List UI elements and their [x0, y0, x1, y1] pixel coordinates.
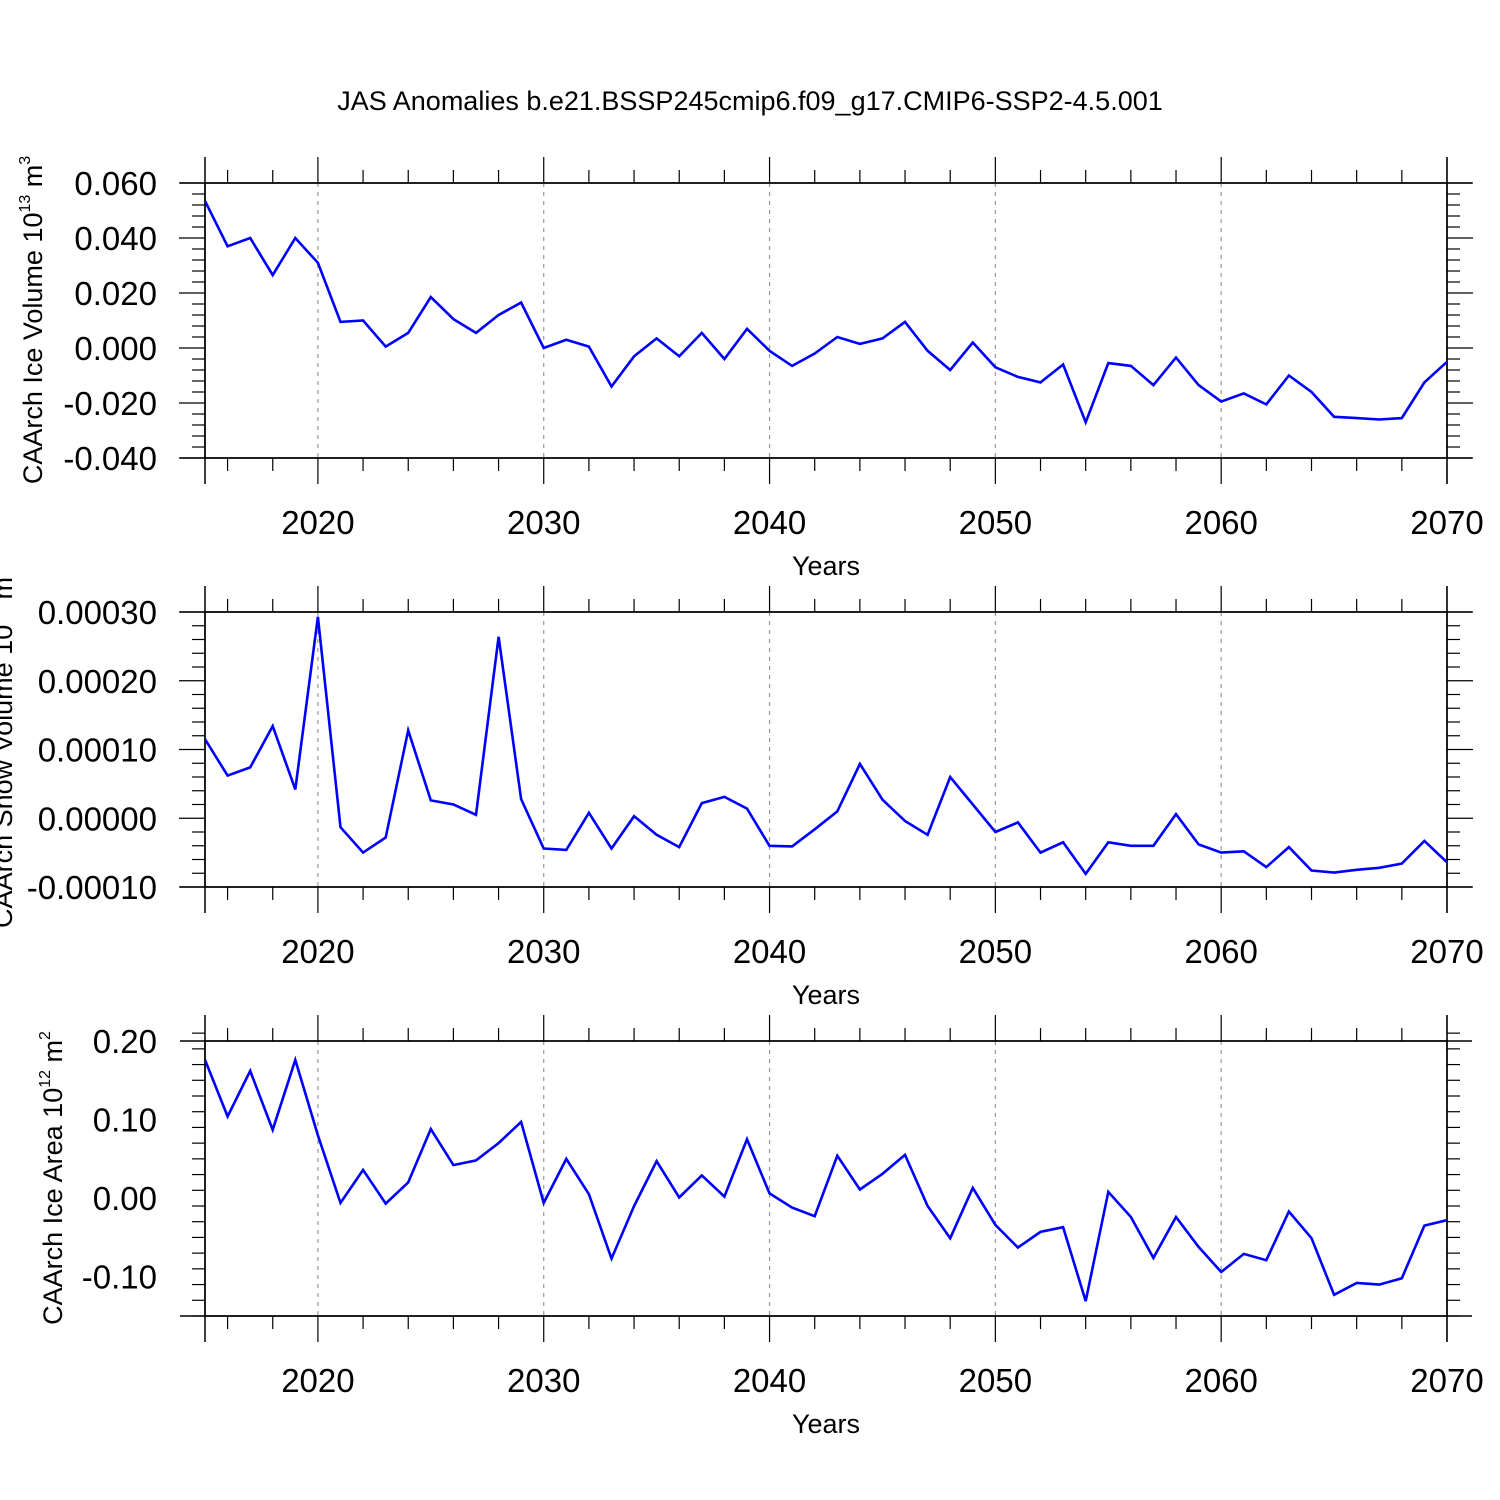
y-tick-label: 0.00030: [38, 594, 157, 631]
series-line: [205, 200, 1447, 426]
y-axis-title: CAArch Snow Volume 1013 m3: [0, 568, 18, 928]
x-axis-title: Years: [792, 551, 860, 581]
y-tick-label: 0.00010: [38, 732, 157, 769]
x-tick-label: 2040: [733, 504, 806, 541]
y-axis-title: CAArch Ice Area 1012 m2: [37, 1031, 68, 1325]
x-tick-label: 2070: [1410, 933, 1483, 970]
x-axis-title: Years: [792, 980, 860, 1010]
x-tick-label: 2040: [733, 933, 806, 970]
x-tick-label: 2030: [507, 933, 580, 970]
x-tick-label: 2070: [1410, 1362, 1483, 1399]
x-tick-label: 2020: [281, 933, 354, 970]
y-tick-label: -0.040: [63, 440, 157, 477]
y-tick-label: -0.00010: [27, 869, 157, 906]
y-tick-label: 0.10: [93, 1102, 157, 1139]
x-tick-label: 2060: [1184, 504, 1257, 541]
x-tick-label: 2060: [1184, 933, 1257, 970]
panel-2: -0.00010 0.00000 0.00010 0.00020 0.00030 2020…: [0, 568, 1484, 1010]
x-tick-label: 2040: [733, 1362, 806, 1399]
series-line: [205, 616, 1447, 877]
chart-title: JAS Anomalies b.e21.BSSP245cmip6.f09_g17…: [337, 86, 1163, 116]
y-tick-label: 0.020: [74, 275, 157, 312]
y-tick-label: 0.00020: [38, 663, 157, 700]
y-tick-label: 0.00: [93, 1180, 157, 1217]
panel-1: -0.040 -0.020 0.000 0.020 0.040 0.060 2020 2030…: [17, 156, 1484, 581]
plot-frame: [204, 1040, 1448, 1317]
x-tick-label: 2020: [281, 1362, 354, 1399]
y-tick-label: -0.10: [82, 1259, 157, 1296]
y-tick-label: 0.00000: [38, 800, 157, 837]
x-tick-label: 2060: [1184, 1362, 1257, 1399]
x-axis-title: Years: [792, 1409, 860, 1439]
x-tick-label: 2030: [507, 1362, 580, 1399]
y-tick-label: 0.20: [93, 1023, 157, 1060]
y-tick-label: 0.060: [74, 165, 157, 202]
x-tick-label: 2020: [281, 504, 354, 541]
x-tick-label: 2030: [507, 504, 580, 541]
y-axis-title: CAArch Ice Volume 1013 m3: [17, 156, 48, 484]
x-tick-label: 2050: [959, 933, 1032, 970]
y-tick-label: 0.000: [74, 330, 157, 367]
series-line: [205, 1055, 1447, 1302]
y-tick-label: -0.020: [63, 385, 157, 422]
chart-panels: -0.040 -0.020 0.000 0.020 0.040 0.060 2020 2030…: [0, 156, 1484, 1439]
plot-frame: [204, 182, 1448, 459]
x-tick-label: 2070: [1410, 504, 1483, 541]
panel-3: -0.10 0.00 0.10 0.20 2020 2030 2040 2050 2060 207…: [37, 1015, 1484, 1439]
x-tick-label: 2050: [959, 504, 1032, 541]
x-tick-label: 2050: [959, 1362, 1032, 1399]
y-tick-label: 0.040: [74, 220, 157, 257]
plot-frame: [204, 611, 1448, 888]
